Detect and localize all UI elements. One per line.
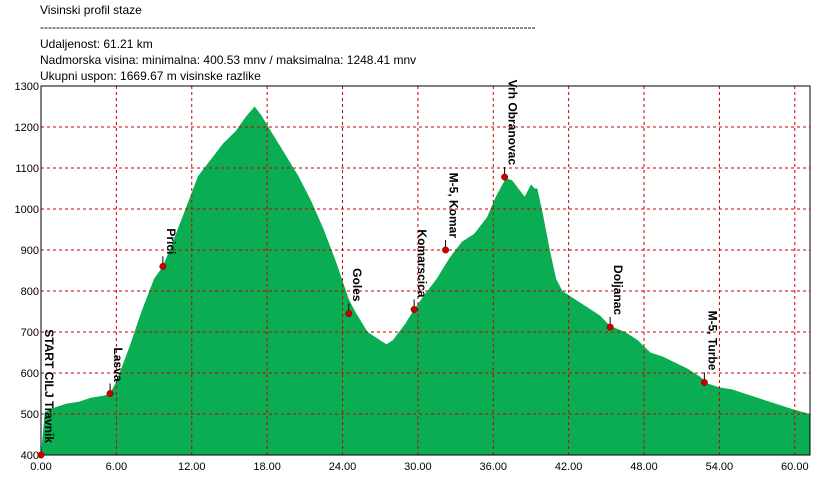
x-tick-label: 60.00 xyxy=(781,461,809,473)
distance-text: Udaljenost: 61.21 km xyxy=(40,37,153,51)
y-tick-label: 1000 xyxy=(15,204,39,216)
y-tick-label: 1200 xyxy=(15,122,39,134)
waypoint-marker xyxy=(37,451,45,459)
ascent-text: Ukupni uspon: 1669.67 m visinske razlike xyxy=(40,69,261,83)
waypoint-marker xyxy=(410,306,418,313)
y-tick-label: 400 xyxy=(21,450,39,462)
x-tick-label: 48.00 xyxy=(630,461,658,473)
waypoint-marker xyxy=(159,262,167,270)
waypoint-marker xyxy=(501,173,509,181)
waypoint-label: M-5, Komar xyxy=(447,173,461,239)
waypoint-marker xyxy=(606,323,614,331)
x-tick-label: 36.00 xyxy=(480,461,508,473)
waypoint-marker xyxy=(700,378,708,386)
x-tick-label: 6.00 xyxy=(106,461,127,473)
x-tick-label: 42.00 xyxy=(555,461,583,473)
waypoint-label: START CILJ Travnik xyxy=(42,329,56,443)
waypoint-label: Goles xyxy=(350,268,364,302)
y-tick-label: 800 xyxy=(21,286,39,298)
waypoint-label: M-5, Turbe xyxy=(705,311,719,371)
y-tick-label: 1100 xyxy=(15,163,39,175)
elevation-area xyxy=(41,106,810,455)
y-tick-label: 500 xyxy=(21,409,39,421)
plot-frame xyxy=(40,85,811,456)
waypoint-marker xyxy=(106,390,114,397)
y-tick-label: 900 xyxy=(21,245,39,257)
x-tick-label: 12.00 xyxy=(178,461,206,473)
x-tick-label: 54.00 xyxy=(706,461,734,473)
header-separator: ----------------------------------------… xyxy=(40,20,536,34)
waypoint-label: Doljanac xyxy=(611,265,625,315)
waypoint-marker xyxy=(442,246,449,254)
waypoint-label: Prici xyxy=(164,228,178,254)
chart-title: Visinski profil staze xyxy=(40,3,142,17)
waypoint-label: Komarscica xyxy=(415,229,429,297)
y-tick-label: 700 xyxy=(21,327,39,339)
waypoint-marker xyxy=(345,310,353,317)
y-tick-label: 1300 xyxy=(15,81,39,93)
y-tick-label: 600 xyxy=(21,368,39,380)
waypoint-label: Lasva xyxy=(111,347,125,381)
x-tick-label: 0.00 xyxy=(30,461,51,473)
x-tick-label: 18.00 xyxy=(253,461,281,473)
x-tick-label: 30.00 xyxy=(404,461,432,473)
x-tick-label: 24.00 xyxy=(329,461,357,473)
waypoint-label: Vrh Obranovac xyxy=(506,80,520,166)
elevation-text: Nadmorska visina: minimalna: 400.53 mnv … xyxy=(40,53,417,67)
